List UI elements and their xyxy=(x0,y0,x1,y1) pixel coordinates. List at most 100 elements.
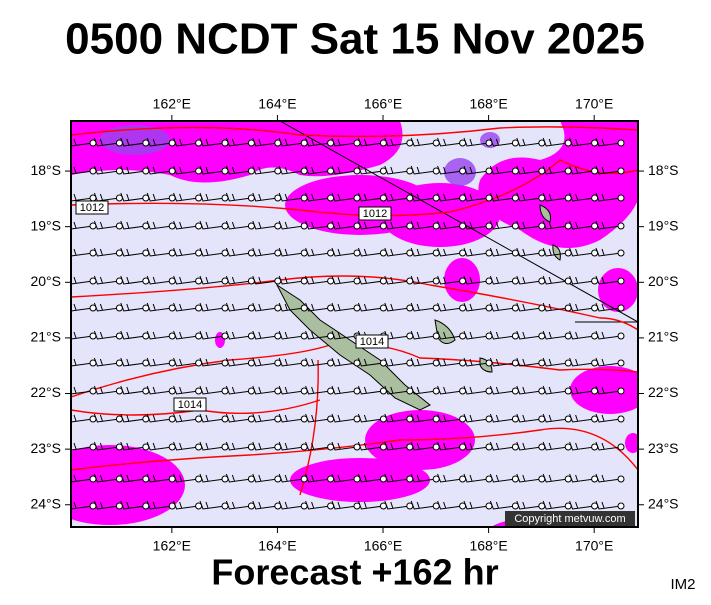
isobar-label: 1012 xyxy=(363,208,387,220)
wind-barb xyxy=(384,441,410,451)
wind-barb xyxy=(595,247,622,257)
wind-barb xyxy=(595,275,622,285)
lon-label: 170°E xyxy=(575,538,613,554)
wind-barb xyxy=(278,441,305,451)
wind-barb xyxy=(569,413,595,423)
wind-barb xyxy=(199,385,226,395)
wind-barb xyxy=(225,220,252,230)
wind-barb xyxy=(305,302,331,312)
wind-barb xyxy=(146,473,173,483)
wind-barb xyxy=(516,385,542,395)
wind-barb xyxy=(463,473,490,483)
wind-barb xyxy=(569,137,595,147)
barb-station xyxy=(617,332,625,340)
wind-barb xyxy=(516,275,542,285)
wind-barb xyxy=(437,413,463,423)
wind-barb xyxy=(410,165,437,175)
rain-area xyxy=(598,268,638,312)
wind-barb xyxy=(173,137,199,147)
island xyxy=(539,204,551,223)
wind-barb xyxy=(305,330,331,340)
wind-barb xyxy=(278,357,305,367)
copyright-box xyxy=(505,511,635,526)
lat-label: 18°S xyxy=(648,162,679,178)
wind-barb xyxy=(331,220,358,230)
barb-station xyxy=(617,249,625,257)
wind-barb xyxy=(173,385,199,395)
wind-barb xyxy=(489,192,516,202)
wind-barb xyxy=(278,500,305,510)
wind-barb xyxy=(252,165,278,175)
lat-label: 24°S xyxy=(648,495,679,511)
wind-barb xyxy=(542,220,569,230)
wind-barb xyxy=(437,357,463,367)
wind-barb xyxy=(199,275,226,285)
wind-barb xyxy=(225,137,252,147)
barb-station xyxy=(617,194,625,202)
wind-barb xyxy=(252,137,278,147)
wind-barb xyxy=(252,247,278,257)
wind-barb xyxy=(173,220,199,230)
wind-barb xyxy=(542,330,569,340)
isobar-label: 1014 xyxy=(360,336,384,348)
label-box xyxy=(75,200,109,215)
wind-barb xyxy=(437,247,463,257)
lat-label: 23°S xyxy=(648,440,679,456)
wind-barb xyxy=(410,247,437,257)
wind-barb xyxy=(437,385,463,395)
lat-label: 20°S xyxy=(648,273,679,289)
lon-label: 164°E xyxy=(258,96,296,112)
lat-label: 20°S xyxy=(30,273,61,289)
wind-barb xyxy=(71,303,94,312)
barb-station xyxy=(617,304,625,312)
wind-barb xyxy=(252,357,278,367)
wind-barb xyxy=(93,441,120,451)
wind-barb xyxy=(384,247,410,257)
wind-barb xyxy=(410,473,437,483)
wind-barb xyxy=(463,500,490,510)
wind-barb xyxy=(93,330,120,340)
wind-barb xyxy=(146,220,173,230)
wind-barb xyxy=(71,248,94,257)
lon-label: 168°E xyxy=(469,538,507,554)
wind-barb xyxy=(516,330,542,340)
wind-barb xyxy=(384,220,410,230)
label-box xyxy=(355,334,389,349)
wind-barb xyxy=(252,500,278,510)
wind-barb xyxy=(384,413,410,423)
wind-barb xyxy=(516,413,542,423)
wind-barb xyxy=(278,302,305,312)
wind-barb xyxy=(489,220,516,230)
lon-label: 162°E xyxy=(153,538,191,554)
lon-label: 162°E xyxy=(153,96,191,112)
wind-barb xyxy=(595,330,622,340)
wind-barb xyxy=(542,275,569,285)
map-frame xyxy=(70,120,639,528)
map-area xyxy=(71,121,638,527)
wind-barb xyxy=(437,473,463,483)
wind-barb xyxy=(384,302,410,312)
wind-barb xyxy=(410,413,437,423)
wind-barb xyxy=(384,137,410,147)
wind-barb xyxy=(225,330,252,340)
wind-barb xyxy=(542,500,569,510)
wind-barb xyxy=(305,192,331,202)
wind-barb xyxy=(542,247,569,257)
wind-barb xyxy=(71,221,94,230)
wind-barb xyxy=(569,473,595,483)
wind-barb xyxy=(278,192,305,202)
wind-barb xyxy=(120,441,146,451)
wind-barb xyxy=(516,302,542,312)
wind-barb xyxy=(437,330,463,340)
wind-barb xyxy=(71,386,94,395)
wind-barb xyxy=(489,385,516,395)
wind-barb xyxy=(463,385,490,395)
wind-barb xyxy=(463,165,490,175)
wind-barb xyxy=(199,247,226,257)
wind-barb xyxy=(542,413,569,423)
wind-barb xyxy=(569,165,595,175)
lat-label: 21°S xyxy=(648,329,679,345)
wind-barb xyxy=(595,385,622,395)
wind-barb xyxy=(410,220,437,230)
